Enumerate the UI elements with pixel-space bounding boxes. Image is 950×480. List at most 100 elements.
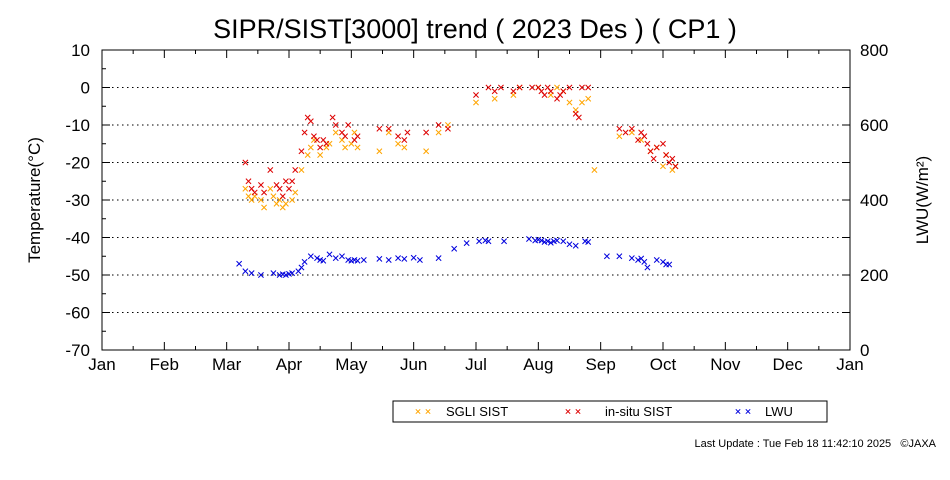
data-point — [669, 155, 676, 162]
data-point — [672, 163, 679, 170]
data-point — [616, 125, 623, 132]
data-point — [257, 272, 264, 278]
data-point — [395, 255, 402, 262]
data-point — [444, 125, 451, 132]
data-point — [554, 84, 560, 91]
x-tick-label: Apr — [276, 355, 303, 374]
data-point — [282, 178, 289, 185]
data-point — [345, 122, 352, 128]
y2-tick-label: 200 — [860, 266, 888, 285]
legend-label: LWU — [765, 404, 793, 419]
data-point — [463, 240, 470, 247]
y-tick-label: 10 — [71, 41, 90, 60]
data-point — [473, 92, 479, 98]
data-point — [276, 185, 283, 192]
legend-marker — [735, 408, 741, 415]
data-point — [304, 152, 311, 158]
data-point — [572, 242, 579, 249]
y-tick-label: -20 — [65, 154, 90, 173]
data-point — [435, 122, 442, 128]
data-point — [332, 122, 339, 128]
data-point — [628, 255, 635, 262]
data-point — [267, 167, 274, 173]
data-point — [242, 159, 249, 166]
data-point — [320, 257, 327, 264]
data-point — [301, 129, 308, 136]
data-point — [526, 236, 532, 242]
data-point — [435, 255, 442, 262]
data-point — [560, 238, 567, 245]
data-point — [385, 125, 392, 132]
data-point — [544, 238, 551, 245]
data-point — [401, 137, 408, 143]
y-tick-label: 0 — [81, 79, 90, 98]
legend-marker — [415, 408, 421, 415]
y2-tick-label: 400 — [860, 191, 888, 210]
y-tick-label: -70 — [65, 341, 90, 360]
data-point — [342, 133, 349, 140]
data-point — [451, 245, 458, 252]
data-point — [354, 257, 361, 264]
data-point — [401, 144, 408, 151]
data-point — [644, 140, 651, 147]
y-axis-title: Temperature(°C) — [25, 137, 44, 263]
x-axis: Jan Feb Mar Apr May Jun Jul Aug Sep Oct Nov Dec Jan — [88, 50, 864, 374]
data-point — [292, 189, 299, 196]
data-point — [660, 140, 666, 147]
data-point — [376, 255, 383, 262]
copyright-text: ©JAXA — [900, 438, 936, 450]
legend-label: SGLI SIST — [446, 404, 508, 419]
data-point — [376, 148, 383, 155]
data-point — [547, 88, 554, 95]
data-points — [236, 84, 679, 278]
data-point — [261, 189, 268, 196]
data-point — [566, 99, 573, 106]
data-point — [644, 264, 651, 271]
data-point — [298, 264, 305, 271]
x-tick-label: Jun — [400, 355, 427, 374]
data-point — [339, 253, 345, 260]
data-point — [416, 257, 423, 263]
data-point — [653, 257, 660, 263]
data-point — [307, 144, 314, 151]
data-point — [591, 167, 598, 173]
data-point — [270, 270, 277, 277]
data-point — [579, 99, 585, 106]
data-point — [554, 237, 560, 244]
y2-axis: 800 600 400 200 0 — [846, 41, 888, 360]
legend-marker — [575, 408, 581, 415]
data-point — [660, 163, 666, 170]
data-point — [423, 148, 430, 155]
legend-label: in-situ SIST — [605, 404, 672, 419]
data-point — [616, 253, 623, 260]
data-point — [267, 185, 274, 192]
legend: SGLI SIST in-situ SIST LWU — [392, 400, 828, 423]
x-tick-label: Aug — [523, 355, 553, 374]
x-tick-label: Jul — [465, 355, 487, 374]
data-point — [236, 260, 243, 267]
data-point — [641, 258, 648, 265]
y-tick-label: -50 — [65, 266, 90, 285]
data-point — [575, 114, 582, 121]
y-tick-label: -40 — [65, 229, 90, 248]
data-point — [485, 238, 492, 245]
data-point — [410, 254, 417, 261]
data-point — [435, 129, 442, 136]
data-point — [314, 255, 321, 262]
data-point — [566, 84, 573, 91]
data-point — [653, 144, 660, 151]
x-tick-label: Feb — [150, 355, 179, 374]
data-point — [289, 197, 296, 203]
data-point — [292, 167, 299, 173]
series-lwu — [236, 236, 673, 278]
data-point — [242, 268, 249, 275]
x-tick-label: Sep — [586, 355, 616, 374]
x-tick-label: Dec — [773, 355, 804, 374]
data-point — [585, 95, 592, 102]
data-point — [332, 255, 339, 262]
data-point — [529, 84, 536, 91]
data-point — [326, 251, 333, 258]
legend-marker — [425, 408, 431, 415]
x-tick-label: Nov — [710, 355, 741, 374]
